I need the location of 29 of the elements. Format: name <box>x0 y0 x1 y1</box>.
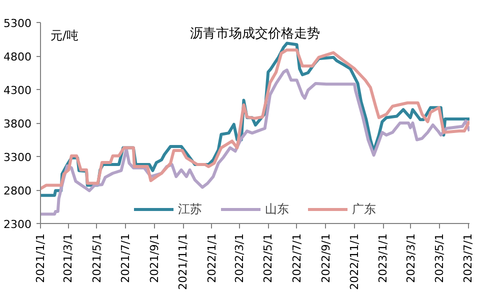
x-tick-label: 2023/1/1 <box>376 233 390 283</box>
x-tick-label: 2022/11/1 <box>348 233 362 290</box>
x-tick-label: 2022/9/1 <box>319 233 332 283</box>
y-axis-title: 元/吨 <box>50 28 79 42</box>
legend-label: 广东 <box>352 200 376 218</box>
y-tick-label: 4800 <box>4 50 32 64</box>
x-tick-label: 2023/5/1 <box>432 233 446 283</box>
y-tick-label: 4300 <box>4 84 32 97</box>
x-tick-label: 2021/5/1 <box>90 233 104 283</box>
chart-title: 沥青市场成交价格走势 <box>190 26 320 42</box>
line-series <box>40 68 470 216</box>
legend-label: 山东 <box>265 200 289 218</box>
y-tick-label: 3300 <box>4 151 32 164</box>
x-tick-label: 2021/7/1 <box>118 233 132 283</box>
x-tick-label: 2021/1/1 <box>34 233 47 283</box>
x-tick-label: 2022/3/1 <box>233 233 246 283</box>
legend-label: 江苏 <box>178 200 202 218</box>
x-tick-label: 2022/1/1 <box>205 233 218 283</box>
x-tick-label: 2021/11/1 <box>176 233 190 290</box>
x-tick-label: 2023/3/1 <box>404 233 418 283</box>
x-tick-label: 2022/5/1 <box>262 233 275 283</box>
y-tick-label: 2300 <box>4 218 32 231</box>
x-tick-label: 2021/3/1 <box>62 233 75 283</box>
x-tick-label: 2021/9/1 <box>148 233 162 283</box>
y-tick-label: 3800 <box>4 118 32 130</box>
x-tick-label: 2022/7/1 <box>290 233 304 283</box>
y-tick-label: 5300 <box>4 17 32 30</box>
y-tick-label: 2800 <box>4 184 32 198</box>
x-tick-label: 2023/7/1 <box>462 233 475 283</box>
